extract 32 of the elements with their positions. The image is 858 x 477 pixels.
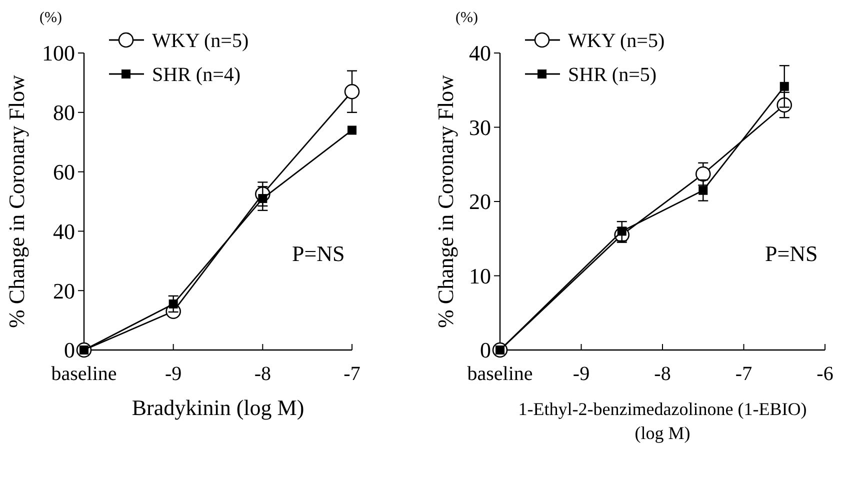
y-tick-label: 30	[469, 114, 491, 140]
legend-label: WKY (n=5)	[152, 30, 249, 52]
x-tick-label: -7	[344, 363, 360, 385]
x-tick-label: -7	[735, 363, 752, 385]
text: (%)	[40, 10, 62, 26]
y-tick-label: 40	[53, 218, 75, 244]
y-tick-label: 0	[64, 338, 75, 363]
x-tick-label: -8	[254, 363, 272, 385]
x-axis-title: Bradykinin (log M)	[132, 395, 304, 420]
x-tick-label: -6	[816, 363, 834, 385]
y-tick-label: 20	[53, 278, 75, 304]
legend-label: WKY (n=5)	[568, 30, 665, 52]
y-tick-label: 40	[469, 40, 491, 66]
y-axis-title: % Change in Coronary Flow	[433, 74, 458, 328]
y-axis-title: % Change in Coronary Flow	[4, 74, 29, 328]
annotation: P=NS	[292, 240, 345, 266]
y-tick-label: 10	[469, 263, 491, 288]
annotation: P=NS	[765, 240, 818, 266]
y-tick-label: 80	[53, 100, 75, 126]
text: (%)	[456, 10, 478, 26]
y-tick-label: 100	[42, 40, 75, 66]
legend-label: SHR (n=5)	[568, 64, 657, 86]
y-tick-label: 0	[480, 338, 491, 363]
legend-label: SHR (n=4)	[152, 64, 241, 86]
y-tick-label: 60	[53, 160, 75, 184]
x-tick-label: baseline	[467, 363, 533, 385]
x-tick-label: -9	[164, 363, 182, 385]
y-tick-label: 20	[469, 189, 491, 214]
x-axis-title: 1-Ethyl-2-benzimedazolinone (1-EBIO) (log M)	[518, 399, 807, 443]
x-tick-label: baseline	[51, 363, 117, 385]
x-tick-label: -8	[654, 363, 671, 385]
x-tick-label: -9	[572, 363, 590, 385]
